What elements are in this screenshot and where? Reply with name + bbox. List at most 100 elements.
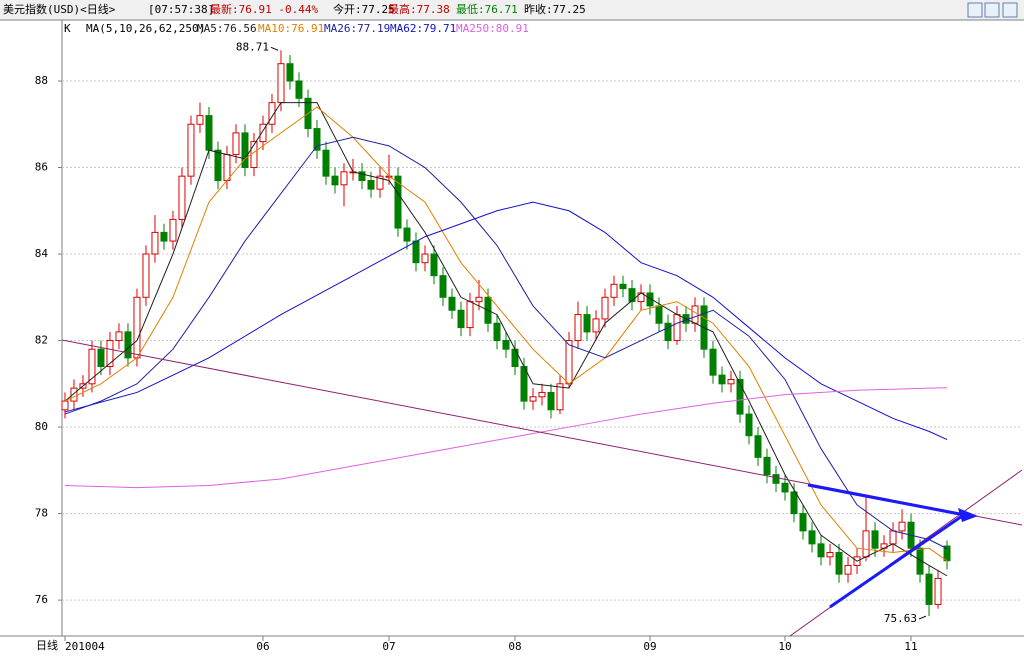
candle-body	[205, 115, 213, 151]
window-buttons[interactable]	[967, 2, 1018, 18]
candle-body	[736, 378, 744, 415]
x-tick-label: 07	[382, 640, 395, 653]
candle-body	[70, 387, 78, 402]
candle-body	[88, 348, 96, 385]
candle-body	[718, 374, 726, 385]
candle-body	[844, 564, 852, 575]
candle-body	[772, 474, 780, 484]
candle-body	[367, 179, 375, 190]
candle-body	[565, 340, 573, 385]
quote: 今开:77.25	[333, 2, 395, 16]
candle-body	[142, 253, 150, 298]
candle-body	[403, 227, 411, 242]
candle-body	[457, 309, 465, 329]
period-label: 日线	[36, 638, 58, 652]
y-tick-label: 88	[35, 74, 48, 87]
candle-body	[538, 391, 546, 398]
candle-body	[493, 322, 501, 342]
candle-body	[583, 314, 591, 333]
candle-body	[97, 348, 105, 367]
candle-body	[448, 296, 456, 311]
candle-body	[646, 292, 654, 307]
candle-body	[295, 80, 303, 99]
candle-body	[358, 171, 366, 181]
candle-body	[196, 115, 204, 125]
x-tick-label: 201004	[65, 640, 105, 653]
x-tick-label: 11	[904, 640, 917, 653]
candle-body	[466, 301, 474, 329]
x-tick-label: 06	[256, 640, 269, 653]
candle-body	[889, 530, 897, 545]
y-tick-label: 76	[35, 593, 48, 606]
trend-arrow	[829, 512, 966, 609]
candle-body	[241, 132, 249, 169]
button[interactable]	[984, 2, 1000, 18]
candle-body	[754, 435, 762, 458]
candle-body	[556, 383, 564, 411]
quote: 最低:76.71	[456, 3, 518, 16]
candle-body	[673, 314, 681, 342]
y-tick-label: 86	[35, 161, 48, 174]
y-tick-label: 80	[35, 420, 48, 433]
candle-body	[286, 63, 294, 82]
y-tick-label: 84	[35, 247, 49, 260]
button[interactable]	[967, 2, 983, 18]
candle-body	[259, 123, 267, 143]
candle-body	[232, 132, 240, 156]
x-tick-label: 08	[508, 640, 521, 653]
quote: 昨收:77.25	[524, 2, 586, 16]
candle-body	[169, 218, 177, 242]
candle-body	[547, 391, 555, 411]
candle-body	[277, 63, 285, 104]
quote: 最新:76.91 -0.44%	[210, 2, 318, 16]
legend-entry: MA250:80.91	[456, 22, 529, 35]
candle-body	[115, 331, 123, 342]
ma-line	[64, 201, 948, 441]
candle-body	[502, 340, 510, 350]
candle-body	[916, 547, 924, 575]
ma-line	[64, 136, 948, 550]
header-time: [07:57:38]	[148, 3, 214, 16]
quote: 最高:77.38	[388, 2, 450, 16]
indicator-label: K	[64, 22, 71, 35]
legend-entry: MA10:76.91	[258, 22, 324, 35]
candle-body	[394, 175, 402, 229]
annotation-arrow	[918, 615, 927, 620]
legend-entry: MA62:79.71	[390, 22, 456, 35]
candle-body	[223, 154, 231, 181]
candle-body	[592, 318, 600, 333]
candle-body	[178, 175, 186, 220]
candle-body	[268, 102, 276, 125]
candle-body	[781, 482, 789, 493]
candle-body	[655, 305, 663, 324]
ma-line	[64, 387, 948, 489]
candle-body	[790, 491, 798, 515]
candle-body	[925, 573, 933, 605]
legend-entry: MA5:76.56	[197, 22, 257, 35]
candle-body	[799, 513, 807, 532]
candle-body	[439, 275, 447, 298]
candle-body	[214, 149, 222, 181]
header-bar	[0, 0, 1024, 20]
candle-body	[934, 577, 942, 605]
candle-body	[106, 340, 114, 368]
y-tick-label: 78	[35, 507, 48, 520]
legend-entry: MA26:77.19	[324, 22, 390, 35]
candle-body	[529, 396, 537, 402]
button[interactable]	[1002, 2, 1018, 18]
candle-body	[421, 253, 429, 264]
ma-line	[64, 106, 948, 562]
x-tick-label: 10	[778, 640, 791, 653]
candle-body	[61, 400, 69, 411]
candle-body	[808, 530, 816, 545]
candle-body	[862, 530, 870, 558]
annotation: 75.63	[884, 612, 917, 625]
ma-label: MA(5,10,26,62,250)	[86, 22, 205, 35]
y-tick-label: 82	[35, 334, 48, 347]
candle-body	[313, 128, 321, 151]
x-tick-label: 09	[643, 640, 656, 653]
candle-body	[376, 175, 384, 190]
candle-body	[124, 331, 132, 359]
